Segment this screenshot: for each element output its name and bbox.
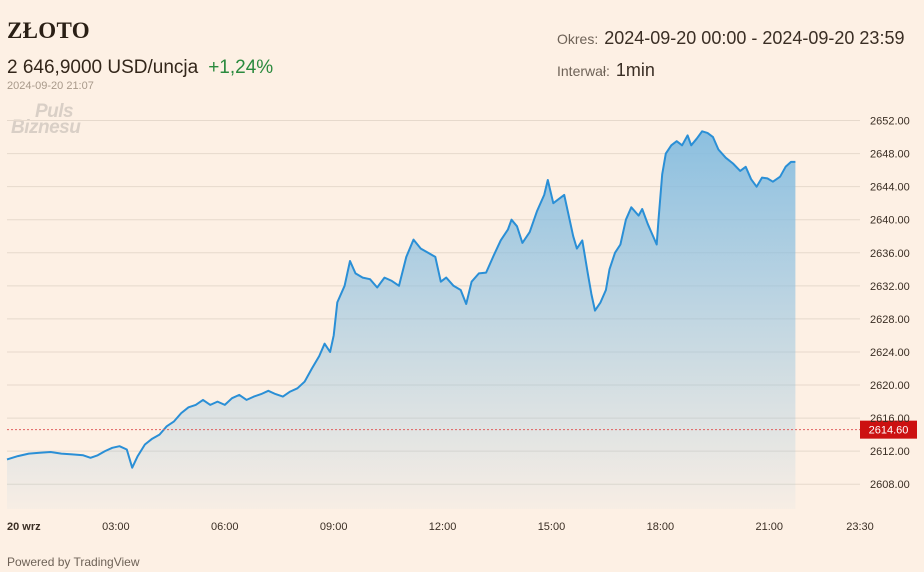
interval-label: Interwał: (557, 63, 610, 79)
price-change: +1,24% (208, 57, 274, 78)
y-tick-label: 2616.00 (870, 413, 910, 425)
interval-value: 1min (615, 60, 655, 80)
period-info: Okres: 2024-09-20 00:00 - 2024-09-20 23:5… (557, 28, 904, 49)
current-price: 2 646,9000 USD/uncja (7, 57, 199, 78)
logo-line-2: Biznesu (11, 117, 81, 138)
y-tick-label: 2612.00 (870, 446, 910, 458)
series-line (6, 130, 796, 469)
y-tick-label: 2652.00 (870, 116, 910, 128)
y-tick-label: 2628.00 (870, 314, 910, 326)
y-tick-label: 2624.00 (870, 347, 910, 359)
y-tick-label: 2636.00 (870, 248, 910, 260)
x-tick-label: 23:30 (846, 521, 874, 533)
x-tick-label: 18:00 (647, 521, 675, 533)
reference-badge (860, 420, 917, 439)
logo-line-1: Puls (35, 101, 74, 122)
x-tick-label: 15:00 (538, 521, 566, 533)
y-tick-label: 2608.00 (870, 479, 910, 491)
price-row: 2 646,9000 USD/uncja +1,24% (7, 57, 273, 79)
reference-label: 2614.60 (869, 425, 909, 437)
x-tick-label: 20 wrz (7, 521, 41, 533)
x-tick-label: 03:00 (102, 521, 130, 533)
y-tick-label: 2644.00 (870, 182, 910, 194)
period-label: Okres: (557, 31, 599, 47)
y-tick-label: 2640.00 (870, 215, 910, 227)
y-tick-label: 2632.00 (870, 281, 910, 293)
y-tick-label: 2648.00 (870, 149, 910, 161)
x-tick-label: 21:00 (755, 521, 783, 533)
x-tick-label: 06:00 (211, 521, 239, 533)
instrument-title: ZŁOTO (7, 18, 90, 43)
quote-timestamp: 2024-09-20 21:07 (7, 80, 94, 92)
x-tick-label: 12:00 (429, 521, 457, 533)
powered-by-tradingview[interactable]: Powered by TradingView (7, 555, 140, 569)
period-value: 2024-09-20 00:00 - 2024-09-20 23:59 (604, 28, 905, 48)
puls-biznesu-logo: Puls Biznesu (11, 101, 81, 138)
y-tick-label: 2620.00 (870, 380, 910, 392)
interval-info: Interwał: 1min (557, 60, 655, 81)
x-tick-label: 09:00 (320, 521, 348, 533)
series-area (7, 131, 796, 510)
